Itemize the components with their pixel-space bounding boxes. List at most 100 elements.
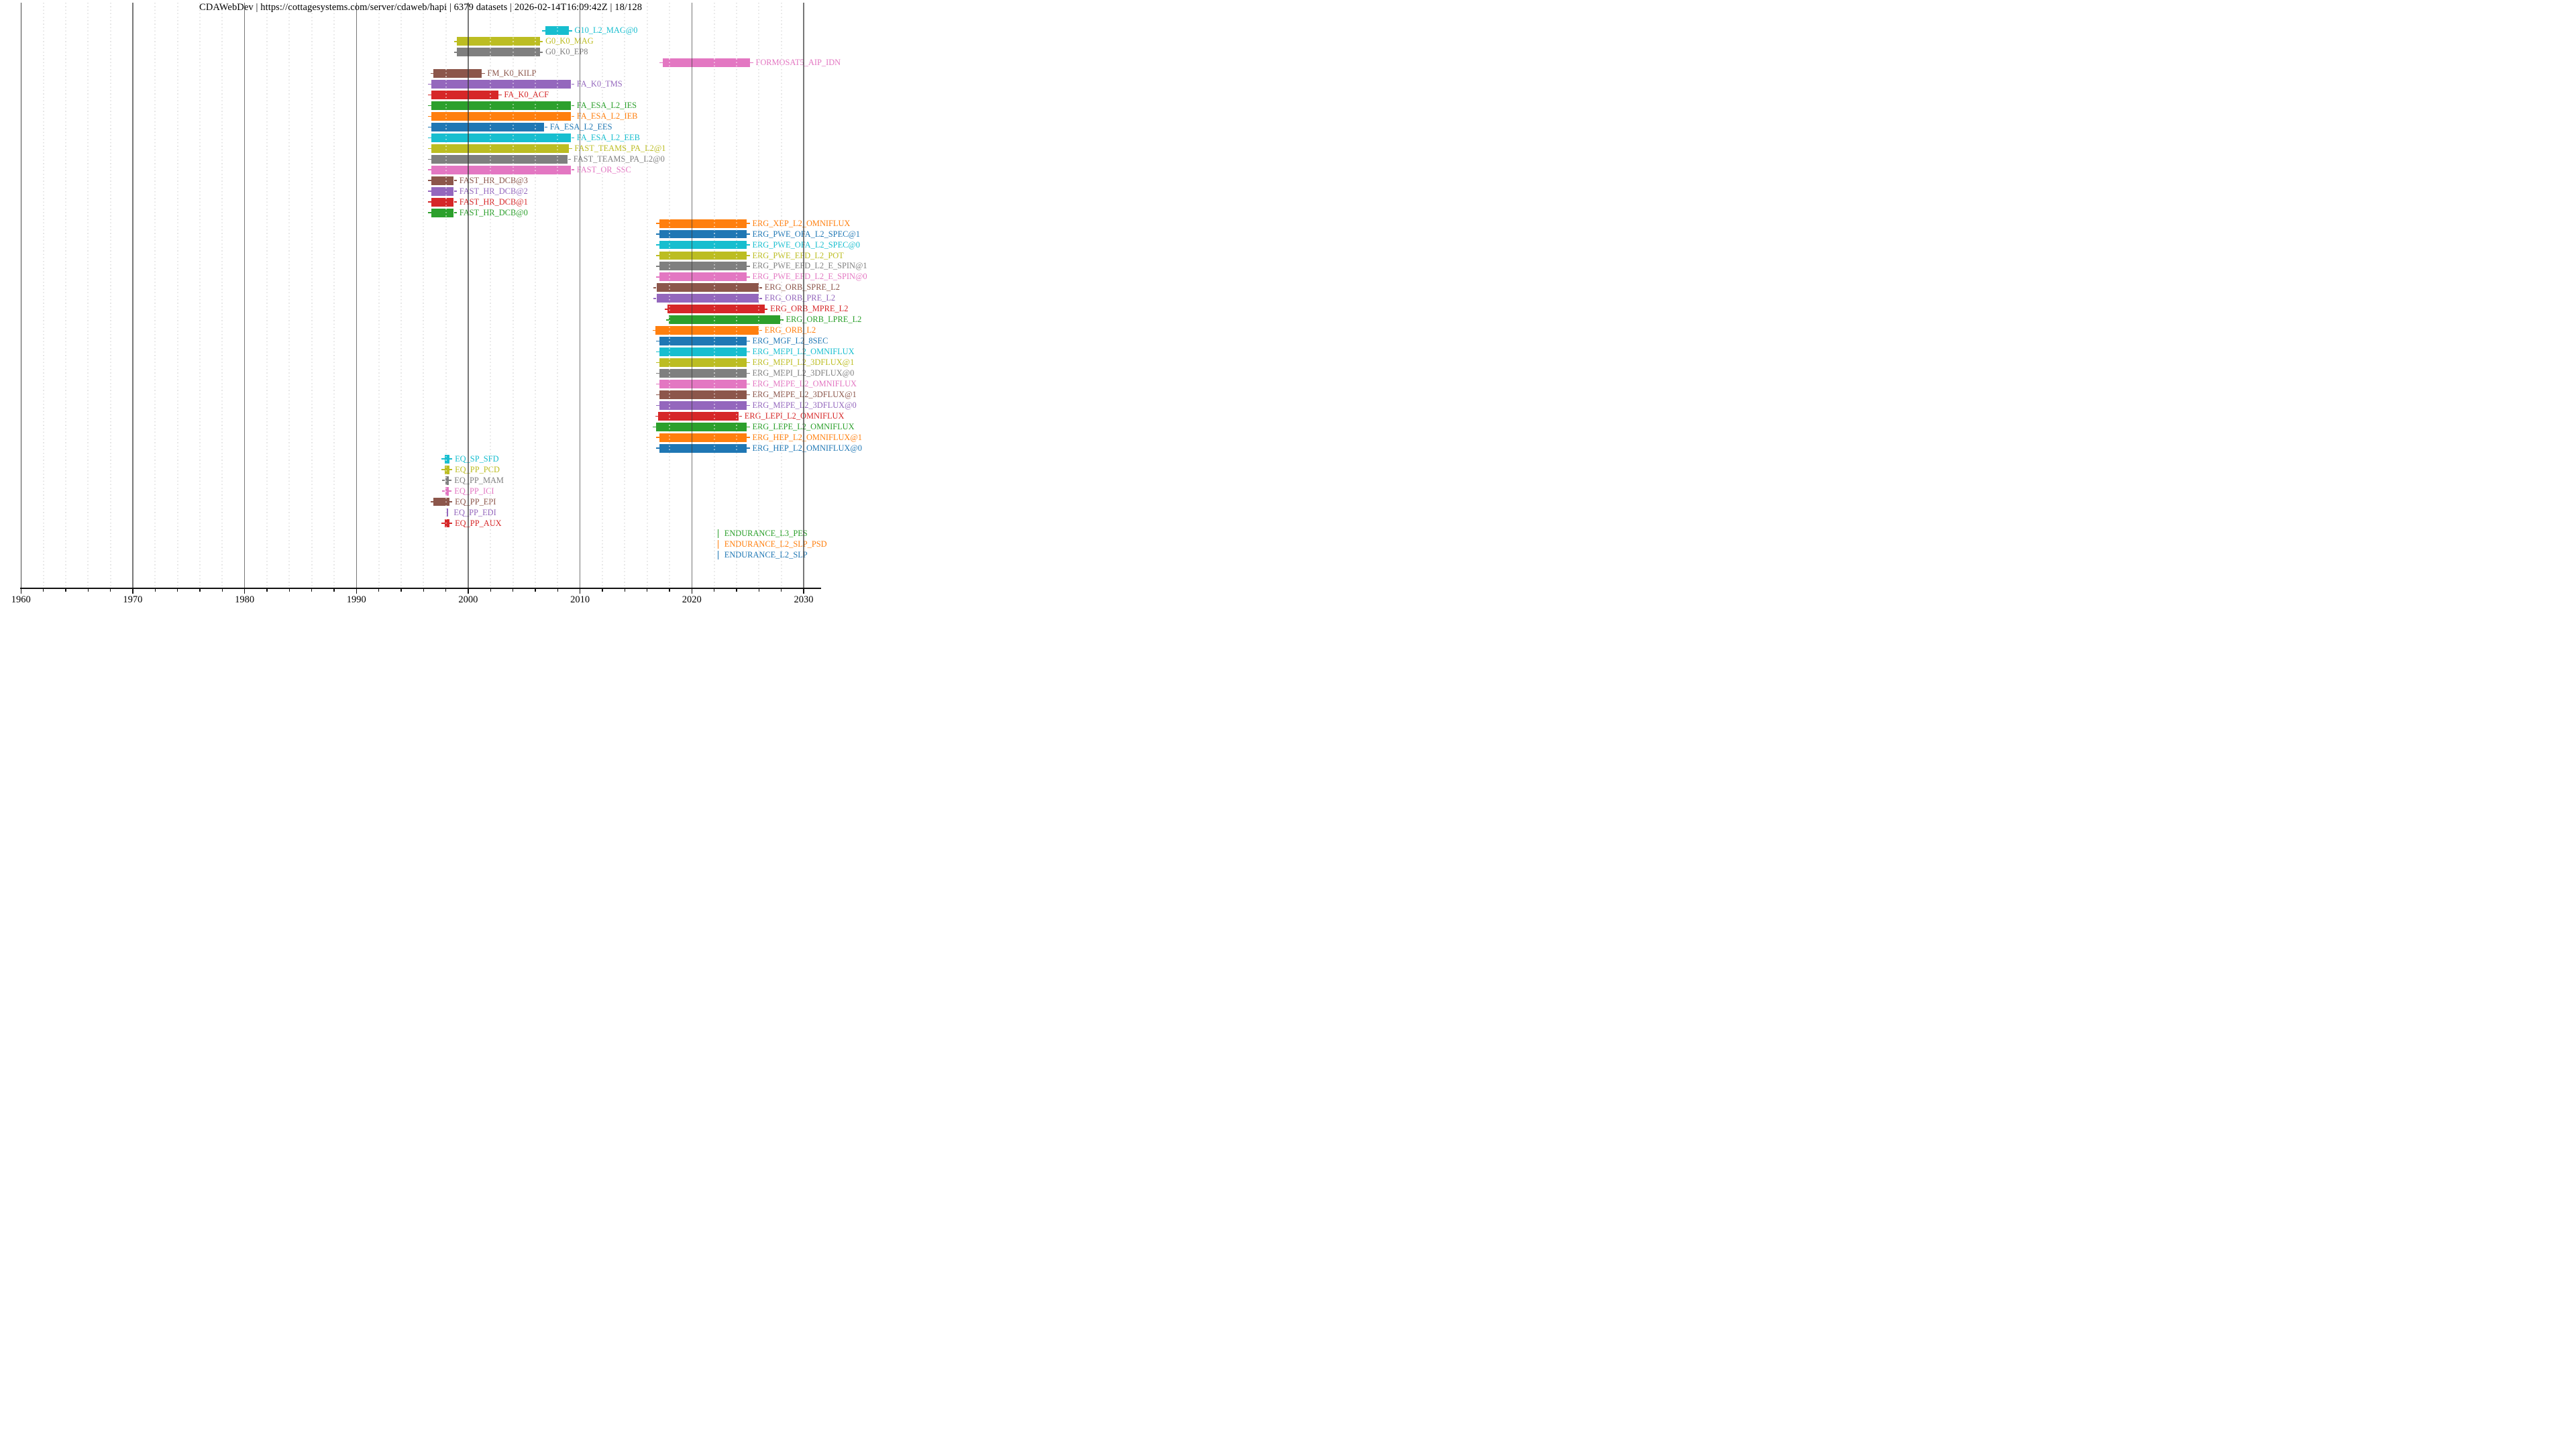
x-axis-minor-tick — [42, 588, 44, 592]
bar-start-whisker — [656, 233, 659, 235]
dataset-label: ERG_HEP_L2_OMNIFLUX@1 — [752, 432, 862, 442]
dataset-label: FAST_TEAMS_PA_L2@1 — [574, 143, 666, 153]
dataset-bar — [431, 80, 572, 89]
bar-end-whisker — [453, 191, 457, 192]
gridline-minor-overlay — [780, 3, 782, 588]
gridline-minor-overlay — [534, 3, 536, 588]
dataset-bar — [659, 219, 747, 228]
dataset-label: ERG_PWE_EFD_L2_E_SPIN@0 — [752, 272, 867, 282]
x-axis-tick-label: 1980 — [235, 594, 255, 604]
gridline-decade — [803, 3, 804, 588]
bar-start-whisker — [428, 137, 431, 139]
gridline-minor-overlay — [199, 3, 201, 588]
dataset-label: ERG_ORB_SPRE_L2 — [764, 282, 840, 292]
dataset-bar — [659, 240, 747, 250]
x-axis-minor-tick — [87, 588, 89, 592]
gridline-minor-overlay — [735, 3, 737, 588]
x-axis-minor-tick — [109, 588, 111, 592]
dataset-label: FA_ESA_L2_IES — [576, 101, 637, 111]
bar-start-whisker — [442, 480, 445, 481]
dataset-label: FM_K0_KILP — [487, 69, 536, 78]
x-axis-minor-tick — [736, 588, 737, 592]
gridline-minor-overlay — [668, 3, 670, 588]
dataset-bar — [433, 497, 449, 506]
bar-start-whisker — [453, 51, 457, 53]
bar-start-whisker — [656, 405, 659, 407]
x-axis-minor-tick — [378, 588, 380, 592]
gridline-minor-overlay — [64, 3, 66, 588]
bar-end-whisker — [747, 447, 750, 449]
x-axis-minor-tick — [557, 588, 558, 592]
bar-end-whisker — [449, 490, 452, 492]
bar-start-whisker — [428, 126, 431, 128]
x-axis-tick-label: 1960 — [11, 594, 31, 604]
dataset-bar — [444, 465, 449, 474]
gridline-minor-overlay — [42, 3, 44, 588]
dataset-label: ERG_MEPE_L2_3DFLUX@1 — [752, 389, 857, 399]
bar-start-whisker — [428, 169, 431, 171]
bar-start-whisker — [653, 426, 656, 428]
bar-start-whisker — [656, 266, 659, 267]
bar-start-whisker — [442, 490, 445, 492]
bar-end-whisker — [747, 233, 750, 235]
gridline-minor-overlay — [557, 3, 559, 588]
dataset-label: FAST_HR_DCB@2 — [459, 186, 528, 196]
dataset-bar — [431, 176, 454, 185]
bar-start-whisker — [665, 319, 669, 321]
gridline-minor-overlay — [266, 3, 268, 588]
bar-start-whisker — [428, 191, 431, 192]
bar-end-whisker — [747, 394, 750, 396]
gridline-decade — [356, 3, 357, 588]
x-axis-tick-label: 1990 — [346, 594, 366, 604]
dataset-label: G0_K0_EP8 — [545, 47, 588, 57]
bar-end-whisker — [544, 126, 547, 128]
bar-end-whisker — [759, 329, 762, 331]
bar-end-whisker — [747, 405, 750, 407]
dataset-label: FAST_HR_DCB@3 — [459, 175, 528, 185]
bar-end-whisker — [569, 148, 572, 150]
dataset-label: FORMOSAT5_AIP_IDN — [755, 58, 841, 68]
bar-end-whisker — [453, 201, 457, 203]
bar-start-whisker — [428, 105, 431, 107]
dataset-bar — [656, 294, 759, 303]
bar-start-whisker — [430, 72, 433, 74]
dataset-label: EQ_SP_SFD — [455, 453, 499, 464]
dataset-bar — [669, 315, 780, 325]
x-axis-line — [20, 588, 821, 589]
dataset-bar — [431, 112, 572, 121]
dataset-bar — [431, 186, 454, 196]
bar-start-whisker — [428, 94, 431, 96]
bar-end-whisker — [571, 83, 574, 85]
x-axis-major-tick — [803, 588, 804, 594]
x-axis-minor-tick — [221, 588, 223, 592]
chart-title: CDAWebDev | https://cottagesystems.com/s… — [199, 2, 643, 13]
bar-start-whisker — [656, 351, 659, 353]
x-axis-minor-tick — [400, 588, 402, 592]
bar-start-whisker — [430, 501, 433, 502]
bar-end-whisker — [747, 383, 750, 385]
x-axis-minor-tick — [288, 588, 290, 592]
bar-start-whisker — [428, 180, 431, 182]
bar-start-whisker — [656, 255, 659, 256]
dataset-label: ENDURANCE_L2_SLP — [724, 550, 808, 560]
bar-end-whisker — [449, 523, 453, 524]
bar-start-whisker — [653, 287, 657, 288]
dataset-label: EQ_PP_PCD — [455, 464, 500, 474]
dataset-bar — [658, 411, 739, 421]
gridline-minor-overlay — [333, 3, 335, 588]
dataset-label: ERG_PWE_OFA_L2_SPEC@1 — [752, 229, 861, 239]
gridline-minor-overlay — [758, 3, 760, 588]
dataset-bar — [431, 144, 569, 153]
dataset-bar — [431, 101, 572, 110]
dataset-bar — [659, 433, 747, 442]
bar-start-whisker — [441, 458, 445, 460]
dataset-label: FA_ESA_L2_EEB — [576, 132, 640, 142]
bar-start-whisker — [652, 329, 655, 331]
dataset-bar — [659, 390, 747, 399]
bar-end-whisker — [482, 72, 485, 74]
dataset-label: FAST_OR_SSC — [576, 164, 631, 174]
bar-end-whisker — [539, 51, 543, 53]
dataset-bar — [431, 208, 454, 217]
dataset-label: ERG_ORB_LPRE_L2 — [786, 315, 862, 325]
gridline-decade — [244, 3, 246, 588]
